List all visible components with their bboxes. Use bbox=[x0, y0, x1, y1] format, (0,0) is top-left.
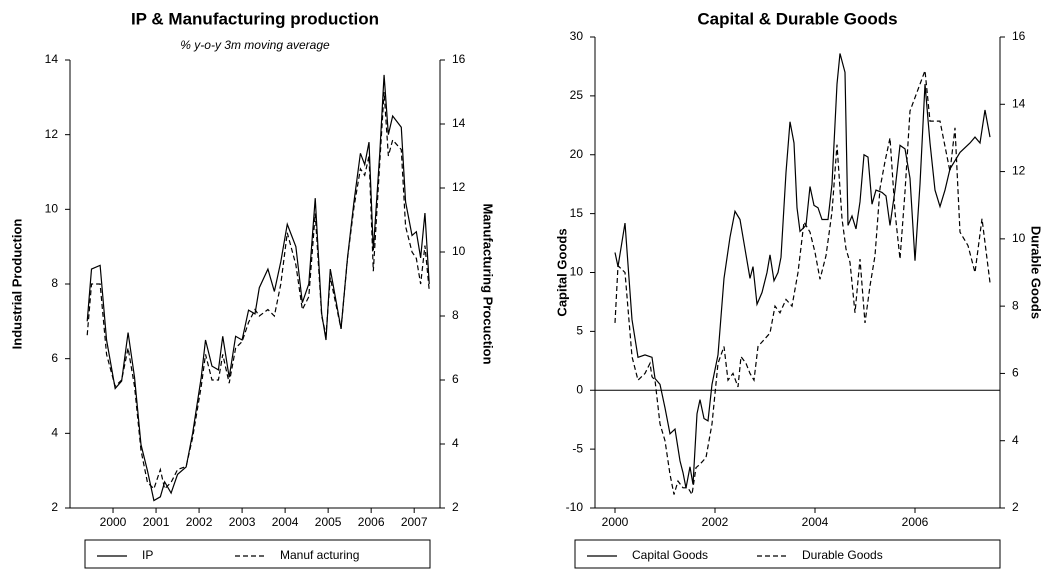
legend-box bbox=[574, 539, 1001, 569]
series-line bbox=[614, 70, 991, 497]
y-tick-label: -5 bbox=[572, 441, 583, 455]
chart-title: Capital & Durable Goods bbox=[697, 9, 897, 28]
y2-tick-label: 2 bbox=[1012, 500, 1019, 514]
y2-tick-label: 12 bbox=[1012, 164, 1026, 178]
y-tick-label: 10 bbox=[570, 265, 584, 279]
y-tick-label: 12 bbox=[45, 127, 59, 141]
y2-axis-label: Durable Goods bbox=[1029, 226, 1044, 319]
chart-title: IP & Manufacturing production bbox=[131, 9, 379, 28]
y2-tick-label: 8 bbox=[452, 308, 459, 322]
y2-axis-label: Manufacturing Procuction bbox=[481, 203, 496, 364]
legend-label: IP bbox=[142, 548, 153, 562]
y-tick-label: 6 bbox=[51, 351, 58, 365]
legend-label: Capital Goods bbox=[632, 548, 708, 562]
y-tick-label: 15 bbox=[570, 206, 584, 220]
x-tick-label: 2000 bbox=[602, 515, 629, 529]
x-tick-label: 2004 bbox=[272, 515, 299, 529]
legend-box bbox=[84, 539, 431, 569]
legend-label: Durable Goods bbox=[802, 548, 883, 562]
y2-tick-label: 6 bbox=[1012, 366, 1019, 380]
y-tick-label: -10 bbox=[566, 500, 584, 514]
x-tick-label: 2004 bbox=[802, 515, 829, 529]
y-tick-label: 2 bbox=[51, 500, 58, 514]
y2-tick-label: 12 bbox=[452, 180, 466, 194]
x-tick-label: 2005 bbox=[315, 515, 342, 529]
x-tick-label: 2006 bbox=[358, 515, 385, 529]
y2-tick-label: 14 bbox=[452, 116, 466, 130]
y-axis-label: Capital Goods bbox=[554, 228, 569, 316]
y-tick-label: 10 bbox=[45, 202, 59, 216]
chart-subtitle: % y-o-y 3m moving average bbox=[180, 38, 330, 52]
y2-tick-label: 16 bbox=[1012, 29, 1026, 43]
y-tick-label: 20 bbox=[570, 147, 584, 161]
y-tick-label: 5 bbox=[576, 324, 583, 338]
x-tick-label: 2006 bbox=[902, 515, 929, 529]
x-tick-label: 2001 bbox=[143, 515, 170, 529]
y2-tick-label: 14 bbox=[1012, 96, 1026, 110]
x-tick-label: 2007 bbox=[401, 515, 428, 529]
y-tick-label: 14 bbox=[45, 52, 59, 66]
legend-label: Manuf acturing bbox=[280, 548, 359, 562]
y2-tick-label: 16 bbox=[452, 52, 466, 66]
y-tick-label: 8 bbox=[51, 276, 58, 290]
x-tick-label: 2000 bbox=[100, 515, 127, 529]
x-tick-label: 2002 bbox=[186, 515, 213, 529]
y-tick-label: 0 bbox=[576, 382, 583, 396]
y2-tick-label: 8 bbox=[1012, 298, 1019, 312]
y-tick-label: 25 bbox=[570, 88, 584, 102]
y2-tick-label: 10 bbox=[452, 244, 466, 258]
y2-tick-label: 4 bbox=[452, 436, 459, 450]
series-line bbox=[86, 91, 430, 490]
y2-tick-label: 6 bbox=[452, 372, 459, 386]
y-tick-label: 30 bbox=[570, 29, 584, 43]
x-tick-label: 2003 bbox=[229, 515, 256, 529]
y2-tick-label: 10 bbox=[1012, 231, 1026, 245]
y-tick-label: 4 bbox=[51, 426, 58, 440]
x-tick-label: 2002 bbox=[702, 515, 729, 529]
series-line bbox=[86, 74, 430, 502]
y2-tick-label: 2 bbox=[452, 500, 459, 514]
series-line bbox=[614, 53, 991, 489]
y-axis-label: Industrial Production bbox=[9, 219, 24, 350]
y2-tick-label: 4 bbox=[1012, 433, 1019, 447]
